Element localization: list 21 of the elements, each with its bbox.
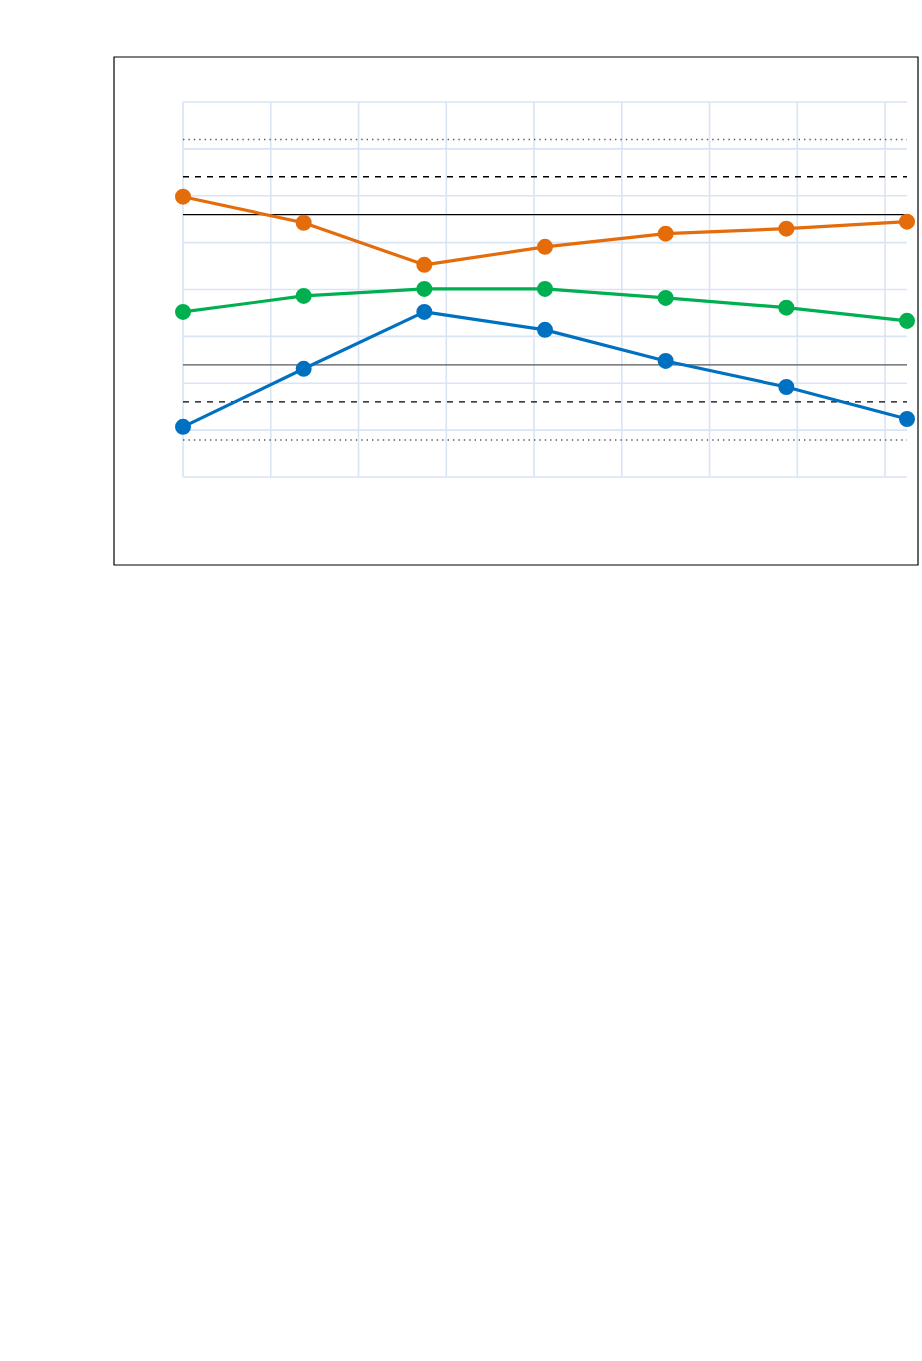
point — [778, 379, 795, 396]
point — [175, 303, 191, 320]
point — [657, 225, 674, 242]
point — [899, 213, 916, 230]
point — [416, 303, 433, 320]
point — [295, 214, 312, 231]
point — [657, 289, 674, 306]
point — [778, 299, 795, 316]
point — [537, 280, 553, 297]
point — [416, 280, 433, 297]
point — [295, 360, 312, 377]
point — [537, 238, 553, 255]
point — [899, 410, 916, 427]
point — [657, 352, 674, 369]
point — [175, 188, 191, 205]
point — [295, 287, 312, 304]
point — [899, 312, 916, 329]
point — [537, 321, 553, 338]
point — [416, 256, 433, 273]
point — [778, 220, 795, 237]
point — [175, 418, 191, 435]
